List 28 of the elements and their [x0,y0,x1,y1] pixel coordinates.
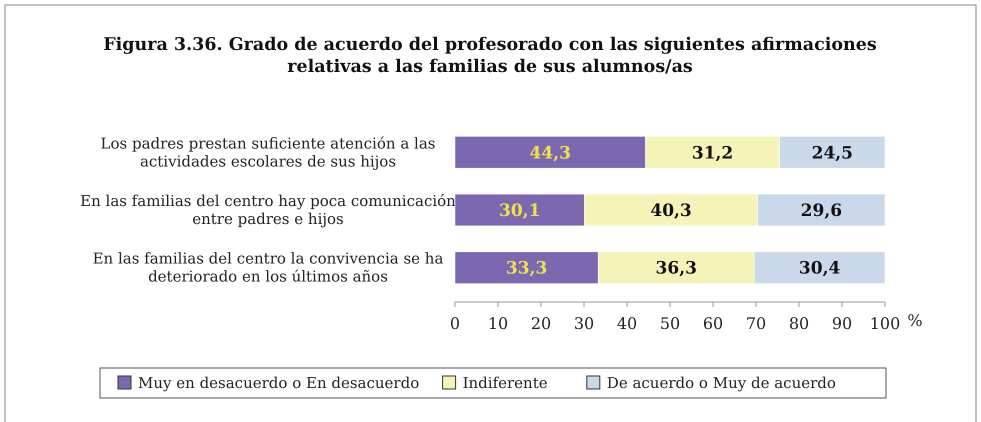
x-tick-label: 70 [746,314,766,333]
x-axis-title: % [907,311,923,330]
x-tick-label: 100 [870,314,900,333]
x-tick-label: 60 [702,314,724,333]
x-tick-label: 10 [488,314,508,333]
data-label: 30,4 [798,258,841,279]
y-tick-label: Los padres prestan suficiente atención a las actividades escolares de sus hijos [100,134,436,170]
data-label: 44,3 [530,143,571,164]
x-tick-label: 90 [832,314,852,333]
data-label: 31,2 [692,143,734,164]
data-label: 30,1 [499,201,540,221]
y-tick-label: En las familias del centro la convivencia se ha deteriorado en los últimos años [92,250,444,286]
x-tick-label: 40 [616,314,638,333]
y-tick-label: En las familias del centro hay poca comunicación entre padres e hijos [80,192,456,228]
legend-label: Indiferente [462,374,548,392]
data-label: 40,3 [650,201,692,221]
legend-label: Muy en desacuerdo o En desacuerdo [138,374,420,392]
data-label: 24,5 [812,143,854,164]
data-label: 36,3 [656,258,697,279]
x-tick-label: 20 [530,314,552,333]
x-tick-label: 0 [450,314,460,333]
chart-title: Figura 3.36. Grado de acuerdo del profesorado con las siguientes afirmaciones relativas a las familias de sus alumnos/as [103,35,877,77]
x-tick-label: 50 [660,314,680,333]
legend-label: De acuerdo o Muy de acuerdo [606,374,836,392]
data-label: 29,6 [800,201,842,221]
x-tick-label: 80 [788,314,810,333]
x-tick-label: 30 [574,314,594,333]
data-label: 33,3 [506,258,548,279]
